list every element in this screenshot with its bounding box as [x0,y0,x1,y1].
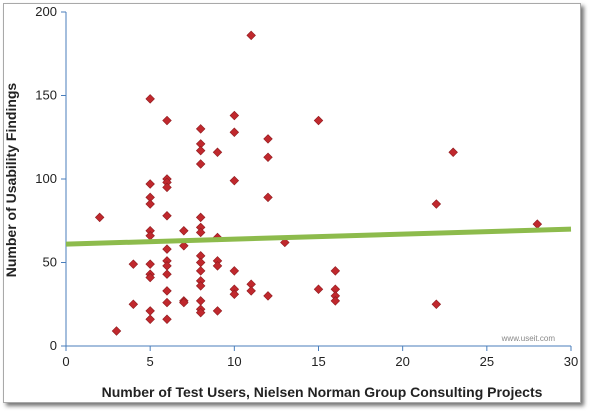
data-point [313,115,324,126]
data-point [145,314,155,325]
data-point [145,259,155,269]
data-point [145,306,155,316]
data-point [195,227,206,238]
data-point [94,212,105,223]
data-point [162,182,172,193]
y-tick-label: 150 [35,88,57,103]
data-point [330,296,341,306]
data-point [263,192,273,203]
data-point [229,289,240,299]
x-tick-label: 20 [395,354,409,369]
y-tick-labels: 0 50 100 150 200 [35,4,57,353]
axes [61,11,572,351]
data-point [246,286,256,296]
y-tick-label: 100 [35,171,57,186]
data-point [448,147,458,158]
data-point [162,244,172,254]
data-point [195,145,206,156]
data-point [195,281,206,291]
data-point [162,297,172,308]
y-axis-title: Number of Usability Findings [3,83,19,278]
data-point [330,266,341,276]
trend-line-group [65,226,572,247]
data-point [162,314,172,325]
data-point [162,115,172,126]
data-point [212,306,223,316]
data-point [162,269,172,279]
data-point [162,261,172,271]
data-point [229,110,240,121]
data-point [145,179,155,189]
data-point [179,297,189,308]
data-point [145,272,155,283]
data-point [195,124,206,134]
data-point [162,211,172,221]
data-point [246,30,256,41]
data-point [229,266,240,276]
data-point [162,286,172,296]
data-point [128,299,139,309]
data-point [263,152,273,163]
data-point [145,199,155,209]
data-point [263,134,273,144]
trend-line [65,226,572,247]
x-tick-label: 5 [147,354,154,369]
data-point [128,259,139,269]
x-tick-labels: 0 5 10 15 20 25 30 [62,354,578,369]
data-point [212,147,223,158]
data-point [195,212,206,223]
x-axis-title: Number of Test Users, Nielsen Norman Gro… [102,384,543,400]
data-point [532,219,543,229]
data-point [145,94,155,104]
chart-frame [3,3,581,403]
watermark: www.useit.com [501,334,556,343]
data-point [313,284,324,294]
y-tick-label: 200 [35,4,57,19]
y-tick-label: 0 [50,338,57,353]
data-point [195,257,206,268]
data-points [94,30,543,336]
data-point [212,261,223,271]
x-tick-label: 15 [311,354,325,369]
data-point [179,226,189,236]
data-point [145,231,155,241]
x-tick-label: 30 [564,354,578,369]
data-point [195,266,206,276]
data-point [195,159,206,169]
x-tick-label: 10 [227,354,241,369]
data-point [195,296,206,306]
x-tick-label: 0 [62,354,69,369]
data-point [280,237,290,248]
y-tick-label: 50 [43,255,57,270]
data-point [431,199,442,209]
data-point [229,127,240,137]
data-point [263,291,273,301]
data-point [111,326,122,336]
x-tick-label: 25 [480,354,494,369]
data-point [431,299,442,309]
data-point [229,175,240,186]
data-point [179,241,189,251]
data-point [195,307,206,318]
